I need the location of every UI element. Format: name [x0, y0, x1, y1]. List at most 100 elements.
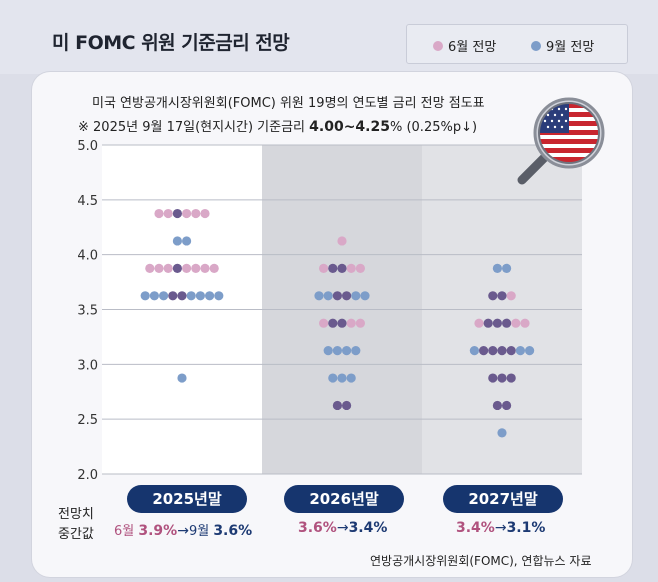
dot-june — [191, 263, 201, 273]
legend-june: 6월 전망 — [433, 36, 496, 55]
dot-june — [182, 208, 192, 219]
dot-june — [209, 263, 219, 273]
median-2026-june: 3.6% — [298, 520, 337, 536]
dot-overlap — [506, 373, 516, 383]
dot-overlap — [488, 346, 498, 356]
dot-june — [182, 263, 192, 273]
dot-sept — [351, 346, 361, 356]
legend-june-label: 6월 전망 — [448, 40, 497, 55]
dot-sept — [186, 291, 196, 301]
dot-june — [474, 318, 484, 328]
y-tick-label: 2.5 — [77, 413, 98, 428]
rate-note-prefix: ※ 2025년 9월 17일(현지시간) 기준금리 — [78, 120, 310, 135]
year-pill-2025: 2025년말 — [127, 485, 247, 513]
dot-sept — [497, 428, 507, 438]
dot-overlap — [497, 373, 507, 383]
dot-june — [355, 318, 365, 328]
year-pill-2027: 2027년말 — [443, 485, 563, 513]
dot-sept — [172, 236, 182, 246]
dot-sept — [346, 373, 356, 383]
dot-overlap — [328, 318, 338, 328]
dot-sept — [314, 291, 324, 301]
median-2027-arrow: → — [494, 520, 507, 536]
dot-june — [520, 318, 530, 328]
dot-overlap — [332, 291, 342, 301]
dot-june — [145, 263, 155, 273]
dot-june — [319, 263, 329, 273]
dot-overlap — [497, 291, 507, 301]
dot-sept — [323, 346, 333, 356]
dot-overlap — [488, 373, 498, 383]
dot-overlap — [177, 291, 187, 301]
dot-june — [346, 263, 356, 273]
y-tick-label: 3.5 — [77, 304, 98, 319]
legend: 6월 전망 9월 전망 — [406, 24, 628, 64]
dot-june — [191, 208, 201, 219]
legend-sept-label: 9월 전망 — [546, 40, 595, 55]
median-2025-june-month: 6월 — [114, 524, 139, 539]
dot-june — [337, 236, 347, 246]
dot-overlap — [168, 291, 178, 301]
median-2025: 6월 3.9%→9월 3.6% — [114, 520, 252, 539]
source-note: 연방공개시장위원회(FOMC), 연합뉴스 자료 — [370, 554, 592, 568]
median-2026: 3.6%→3.4% — [298, 520, 387, 536]
dot-sept — [205, 291, 215, 301]
median-2026-sept: 3.4% — [348, 520, 388, 536]
us-flag-magnifier-icon — [517, 97, 605, 185]
dot-june — [346, 318, 356, 328]
median-label-line2: 중간값 — [58, 527, 94, 542]
legend-sept: 9월 전망 — [531, 36, 594, 55]
dot-sept — [469, 346, 479, 356]
y-tick-label: 4.5 — [77, 194, 98, 209]
rate-note-value: 4.00~4.25 — [309, 119, 390, 135]
dot-sept — [328, 373, 338, 383]
year-pill-2026: 2026년말 — [284, 485, 404, 513]
y-tick-label: 4.0 — [77, 249, 98, 264]
median-2025-arrow: → — [177, 523, 189, 539]
median-2025-sept-month: 9월 — [188, 524, 214, 539]
median-2025-sept: 3.6% — [213, 523, 253, 539]
page-title: 미 FOMC 위원 기준금리 전망 — [52, 32, 290, 54]
dot-overlap — [502, 318, 512, 328]
dot-sept — [214, 291, 224, 301]
dot-overlap — [479, 346, 489, 356]
dot-sept — [159, 291, 169, 301]
dot-june — [355, 263, 365, 273]
dot-sept — [332, 346, 342, 356]
dot-june — [154, 263, 164, 273]
median-label-line1: 전망치 — [58, 507, 94, 522]
dot-sept — [195, 291, 205, 301]
dot-june — [200, 263, 210, 273]
dot-sept — [177, 373, 187, 383]
dot-june — [506, 291, 516, 301]
y-tick-label: 5.0 — [77, 139, 98, 154]
median-2026-arrow: → — [336, 520, 349, 536]
dot-sept — [360, 291, 370, 301]
dot-june — [200, 208, 210, 219]
dot-overlap — [488, 291, 498, 301]
rate-note: ※ 2025년 9월 17일(현지시간) 기준금리 4.00~4.25% (0.… — [78, 116, 477, 135]
y-tick-label: 2.0 — [77, 468, 98, 483]
dot-june — [163, 208, 173, 219]
legend-june-dot — [433, 40, 443, 51]
rate-note-suffix: % (0.25%p↓) — [389, 120, 478, 135]
dot-june — [319, 318, 329, 328]
dot-overlap — [342, 291, 352, 301]
median-2025-june: 3.9% — [138, 523, 178, 539]
legend-sept-dot — [531, 40, 541, 51]
dot-overlap — [492, 400, 502, 411]
chart-subtitle: 미국 연방공개시장위원회(FOMC) 위원 19명의 연도별 금리 전망 점도표 — [92, 96, 485, 111]
dot-overlap — [172, 208, 182, 219]
dot-overlap — [502, 400, 512, 411]
dot-june — [154, 208, 164, 219]
dot-overlap — [492, 318, 502, 328]
y-tick-label: 3.0 — [77, 358, 98, 373]
dot-sept — [323, 291, 333, 301]
dot-sept — [182, 236, 192, 246]
dot-sept — [492, 263, 502, 273]
dot-june — [511, 318, 521, 328]
median-2027-sept: 3.1% — [506, 520, 546, 536]
dot-overlap — [483, 318, 493, 328]
dot-sept — [140, 291, 150, 301]
